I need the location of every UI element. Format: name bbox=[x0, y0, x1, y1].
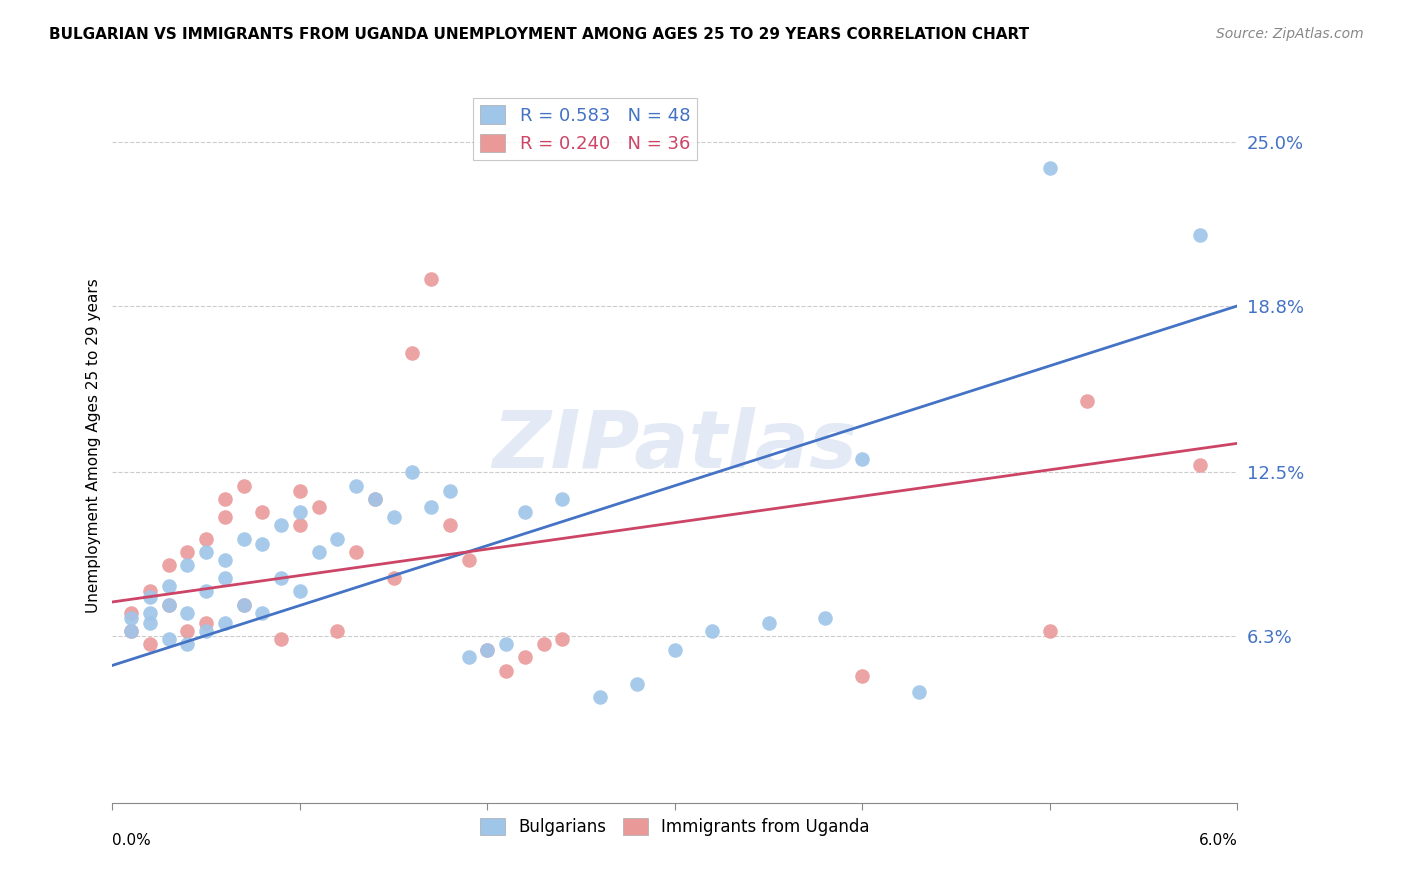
Point bbox=[120, 611, 142, 625]
Point bbox=[120, 624, 142, 638]
Point bbox=[195, 545, 218, 559]
Text: BULGARIAN VS IMMIGRANTS FROM UGANDA UNEMPLOYMENT AMONG AGES 25 TO 29 YEARS CORRE: BULGARIAN VS IMMIGRANTS FROM UGANDA UNEM… bbox=[49, 27, 1029, 42]
Point bbox=[195, 616, 218, 631]
Point bbox=[157, 632, 180, 646]
Point bbox=[907, 685, 929, 699]
Point bbox=[702, 624, 724, 638]
Point bbox=[758, 616, 780, 631]
Point bbox=[1076, 394, 1098, 409]
Point bbox=[157, 598, 180, 612]
Point bbox=[288, 518, 311, 533]
Point bbox=[401, 346, 423, 360]
Point bbox=[252, 606, 274, 620]
Point bbox=[176, 558, 198, 572]
Point bbox=[176, 637, 198, 651]
Point bbox=[308, 500, 330, 514]
Point bbox=[551, 632, 574, 646]
Point bbox=[495, 664, 517, 678]
Point bbox=[326, 532, 349, 546]
Point bbox=[139, 590, 162, 604]
Point bbox=[139, 637, 162, 651]
Point bbox=[364, 491, 387, 506]
Y-axis label: Unemployment Among Ages 25 to 29 years: Unemployment Among Ages 25 to 29 years bbox=[86, 278, 101, 614]
Point bbox=[513, 505, 536, 519]
Point bbox=[495, 637, 517, 651]
Point bbox=[195, 624, 218, 638]
Point bbox=[252, 537, 274, 551]
Point bbox=[288, 505, 311, 519]
Point bbox=[851, 669, 873, 683]
Point bbox=[120, 606, 142, 620]
Point bbox=[176, 624, 198, 638]
Point bbox=[176, 606, 198, 620]
Point bbox=[420, 272, 443, 286]
Point bbox=[176, 545, 198, 559]
Point bbox=[513, 650, 536, 665]
Point bbox=[288, 483, 311, 498]
Point bbox=[308, 545, 330, 559]
Point bbox=[439, 518, 461, 533]
Point bbox=[214, 616, 236, 631]
Point bbox=[195, 532, 218, 546]
Point bbox=[1039, 624, 1062, 638]
Point bbox=[214, 552, 236, 566]
Point bbox=[139, 616, 162, 631]
Text: Source: ZipAtlas.com: Source: ZipAtlas.com bbox=[1216, 27, 1364, 41]
Point bbox=[232, 598, 254, 612]
Point bbox=[120, 624, 142, 638]
Point bbox=[626, 677, 648, 691]
Point bbox=[589, 690, 612, 704]
Point bbox=[232, 532, 254, 546]
Point bbox=[344, 545, 367, 559]
Point bbox=[364, 491, 387, 506]
Point bbox=[270, 518, 292, 533]
Point bbox=[139, 606, 162, 620]
Point bbox=[477, 642, 499, 657]
Point bbox=[270, 571, 292, 585]
Point bbox=[439, 483, 461, 498]
Point bbox=[270, 632, 292, 646]
Text: ZIPatlas: ZIPatlas bbox=[492, 407, 858, 485]
Point bbox=[288, 584, 311, 599]
Point bbox=[382, 571, 405, 585]
Point bbox=[326, 624, 349, 638]
Point bbox=[214, 571, 236, 585]
Point bbox=[157, 579, 180, 593]
Point bbox=[551, 491, 574, 506]
Point bbox=[214, 491, 236, 506]
Point bbox=[814, 611, 837, 625]
Text: 0.0%: 0.0% bbox=[112, 833, 152, 847]
Point bbox=[664, 642, 686, 657]
Point bbox=[401, 466, 423, 480]
Point bbox=[457, 552, 479, 566]
Point bbox=[1039, 161, 1062, 176]
Point bbox=[157, 558, 180, 572]
Point bbox=[1188, 227, 1211, 242]
Point bbox=[477, 642, 499, 657]
Point bbox=[214, 510, 236, 524]
Point bbox=[851, 452, 873, 467]
Point bbox=[139, 584, 162, 599]
Text: 6.0%: 6.0% bbox=[1198, 833, 1237, 847]
Point bbox=[1188, 458, 1211, 472]
Point bbox=[457, 650, 479, 665]
Point bbox=[344, 478, 367, 492]
Point bbox=[533, 637, 555, 651]
Point bbox=[420, 500, 443, 514]
Point bbox=[157, 598, 180, 612]
Point bbox=[232, 478, 254, 492]
Point bbox=[382, 510, 405, 524]
Point bbox=[252, 505, 274, 519]
Legend: Bulgarians, Immigrants from Uganda: Bulgarians, Immigrants from Uganda bbox=[471, 810, 879, 845]
Point bbox=[195, 584, 218, 599]
Point bbox=[232, 598, 254, 612]
